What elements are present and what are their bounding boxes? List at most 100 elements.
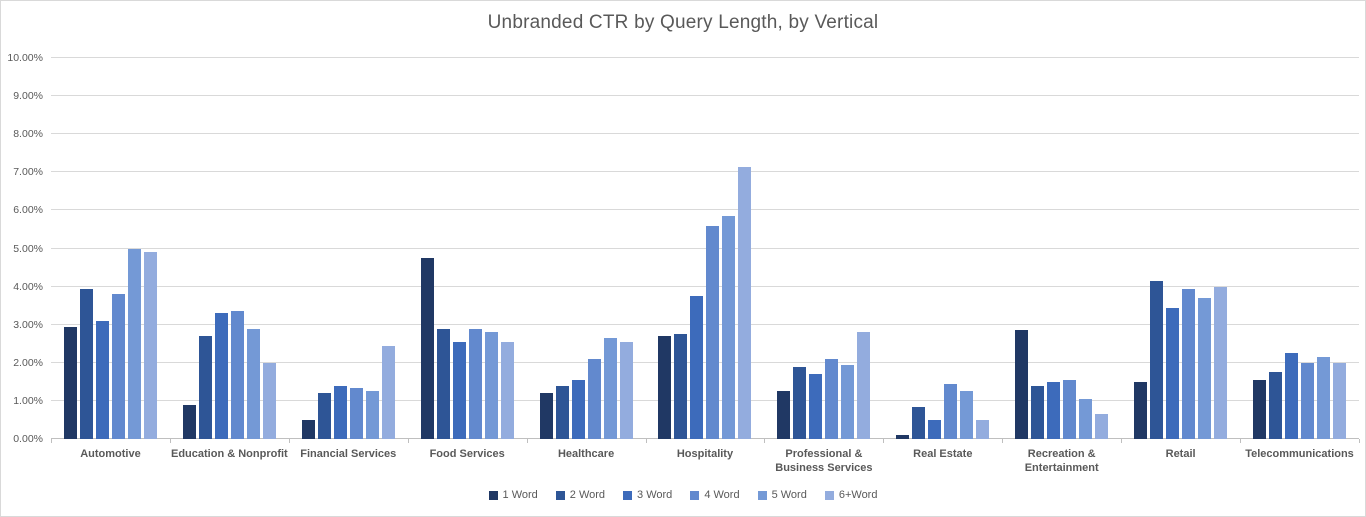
bar-s3-c2[interactable]	[214, 313, 228, 439]
y-axis-label: 6.00%	[13, 204, 43, 217]
bar-s4-c5[interactable]	[587, 359, 601, 439]
bar-s6-c1[interactable]	[143, 252, 157, 439]
bar-s6-c3[interactable]	[381, 345, 395, 439]
bar-s6-c5[interactable]	[619, 341, 633, 439]
bar-s4-c4[interactable]	[468, 328, 482, 439]
bar-s1-c1[interactable]	[63, 326, 77, 439]
chart-title: Unbranded CTR by Query Length, by Vertic…	[487, 12, 879, 33]
bar-s2-c6[interactable]	[674, 334, 688, 439]
bar-s1-c11[interactable]	[1253, 379, 1267, 439]
bar-group	[170, 58, 289, 439]
legend-item-1-word[interactable]: 1 Word	[488, 489, 538, 501]
legend-item-5-word[interactable]: 5 Word	[757, 489, 807, 501]
bar-s4-c9[interactable]	[1063, 379, 1077, 439]
bar-s1-c3[interactable]	[301, 419, 315, 439]
legend-swatch-icon	[824, 490, 834, 500]
bar-s1-c9[interactable]	[1015, 330, 1029, 439]
bar-s4-c8[interactable]	[944, 383, 958, 439]
bar-s1-c2[interactable]	[182, 404, 196, 439]
legend-label: 6+Word	[838, 489, 878, 501]
bar-s5-c8[interactable]	[960, 391, 974, 439]
bar-s6-c7[interactable]	[857, 332, 871, 439]
bar-s3-c1[interactable]	[95, 320, 109, 439]
legend-item-6-word[interactable]: 6+Word	[824, 489, 878, 501]
bar-s3-c4[interactable]	[452, 341, 466, 439]
bar-s5-c10[interactable]	[1198, 298, 1212, 439]
y-axis-label: 5.00%	[13, 242, 43, 255]
bar-group	[764, 58, 883, 439]
bar-s3-c11[interactable]	[1285, 353, 1299, 439]
bar-s6-c6[interactable]	[738, 166, 752, 439]
bar-s2-c2[interactable]	[198, 336, 212, 439]
bar-s5-c4[interactable]	[484, 332, 498, 439]
bar-s2-c1[interactable]	[79, 288, 93, 439]
bar-s3-c10[interactable]	[1166, 307, 1180, 439]
bar-s1-c7[interactable]	[777, 391, 791, 439]
bar-group	[1121, 58, 1240, 439]
bar-s4-c6[interactable]	[706, 225, 720, 439]
bar-s4-c2[interactable]	[230, 311, 244, 439]
gridline	[51, 133, 1359, 135]
bar-s5-c5[interactable]	[603, 338, 617, 439]
gridline	[51, 209, 1359, 211]
bar-s4-c10[interactable]	[1182, 288, 1196, 439]
bar-s3-c3[interactable]	[333, 385, 347, 439]
bar-s2-c9[interactable]	[1031, 385, 1045, 439]
bar-s6-c2[interactable]	[262, 362, 276, 439]
bar-s6-c8[interactable]	[976, 419, 990, 439]
x-axis-label: Healthcare	[557, 448, 615, 460]
bar-s2-c4[interactable]	[436, 328, 450, 439]
bar-s1-c10[interactable]	[1134, 381, 1148, 439]
bar-s5-c11[interactable]	[1317, 357, 1331, 439]
bar-s3-c7[interactable]	[809, 374, 823, 439]
bar-s5-c2[interactable]	[246, 328, 260, 439]
x-axis-tick	[407, 439, 409, 443]
y-axis: 0.00% 1.00% 2.00% 3.00% 4.00% 5.00% 6.00% 7.00%…	[1, 52, 43, 445]
bar-s2-c7[interactable]	[793, 366, 807, 439]
bar-group	[408, 58, 527, 439]
x-axis-label: Hospitality	[676, 448, 734, 460]
bar-s3-c6[interactable]	[690, 296, 704, 439]
x-axis-tick	[1359, 439, 1360, 443]
bar-s6-c4[interactable]	[500, 341, 514, 439]
bar-s6-c9[interactable]	[1095, 414, 1109, 439]
x-axis-label: Food Services	[429, 448, 505, 460]
gridline	[51, 361, 1359, 363]
x-axis: Automotive Education & Nonprofit Financial…	[51, 447, 1359, 475]
bar-s4-c1[interactable]	[111, 294, 125, 439]
bar-s5-c3[interactable]	[365, 391, 379, 439]
bar-s6-c10[interactable]	[1214, 286, 1228, 439]
bar-group	[51, 58, 170, 439]
bar-s3-c5[interactable]	[571, 379, 585, 439]
legend-item-3-word[interactable]: 3 Word	[623, 489, 672, 501]
bar-s2-c5[interactable]	[555, 385, 569, 439]
bar-s5-c7[interactable]	[841, 364, 855, 439]
x-axis-tick	[288, 439, 290, 443]
bar-s2-c3[interactable]	[317, 393, 331, 439]
bar-s4-c11[interactable]	[1301, 362, 1315, 439]
bar-s4-c7[interactable]	[825, 359, 839, 439]
legend-item-4-word[interactable]: 4 Word	[690, 489, 740, 501]
bar-group	[1002, 58, 1121, 439]
legend-item-2-word[interactable]: 2 Word	[555, 489, 605, 501]
bar-s2-c11[interactable]	[1269, 372, 1283, 439]
bar-s5-c1[interactable]	[127, 248, 141, 439]
bar-s5-c9[interactable]	[1079, 399, 1093, 439]
bar-s6-c11[interactable]	[1333, 362, 1347, 439]
bar-s4-c3[interactable]	[349, 387, 363, 439]
bar-s2-c10[interactable]	[1150, 280, 1164, 439]
bar-s1-c5[interactable]	[539, 393, 553, 439]
bar-s1-c4[interactable]	[420, 258, 434, 439]
bar-s3-c8[interactable]	[928, 419, 942, 439]
y-axis-label: 3.00%	[13, 318, 43, 331]
bar-s2-c8[interactable]	[912, 406, 926, 439]
bar-s3-c9[interactable]	[1047, 381, 1061, 439]
legend: 1 Word 2 Word 3 Word 4 Word 5 Word 6+Word	[1, 489, 1365, 501]
x-axis-label: Automotive	[80, 448, 141, 460]
bar-group	[527, 58, 646, 439]
bar-s5-c6[interactable]	[722, 216, 736, 439]
legend-label: 5 Word	[771, 489, 807, 501]
bar-s1-c6[interactable]	[658, 336, 672, 439]
bar-s1-c8[interactable]	[896, 435, 910, 439]
